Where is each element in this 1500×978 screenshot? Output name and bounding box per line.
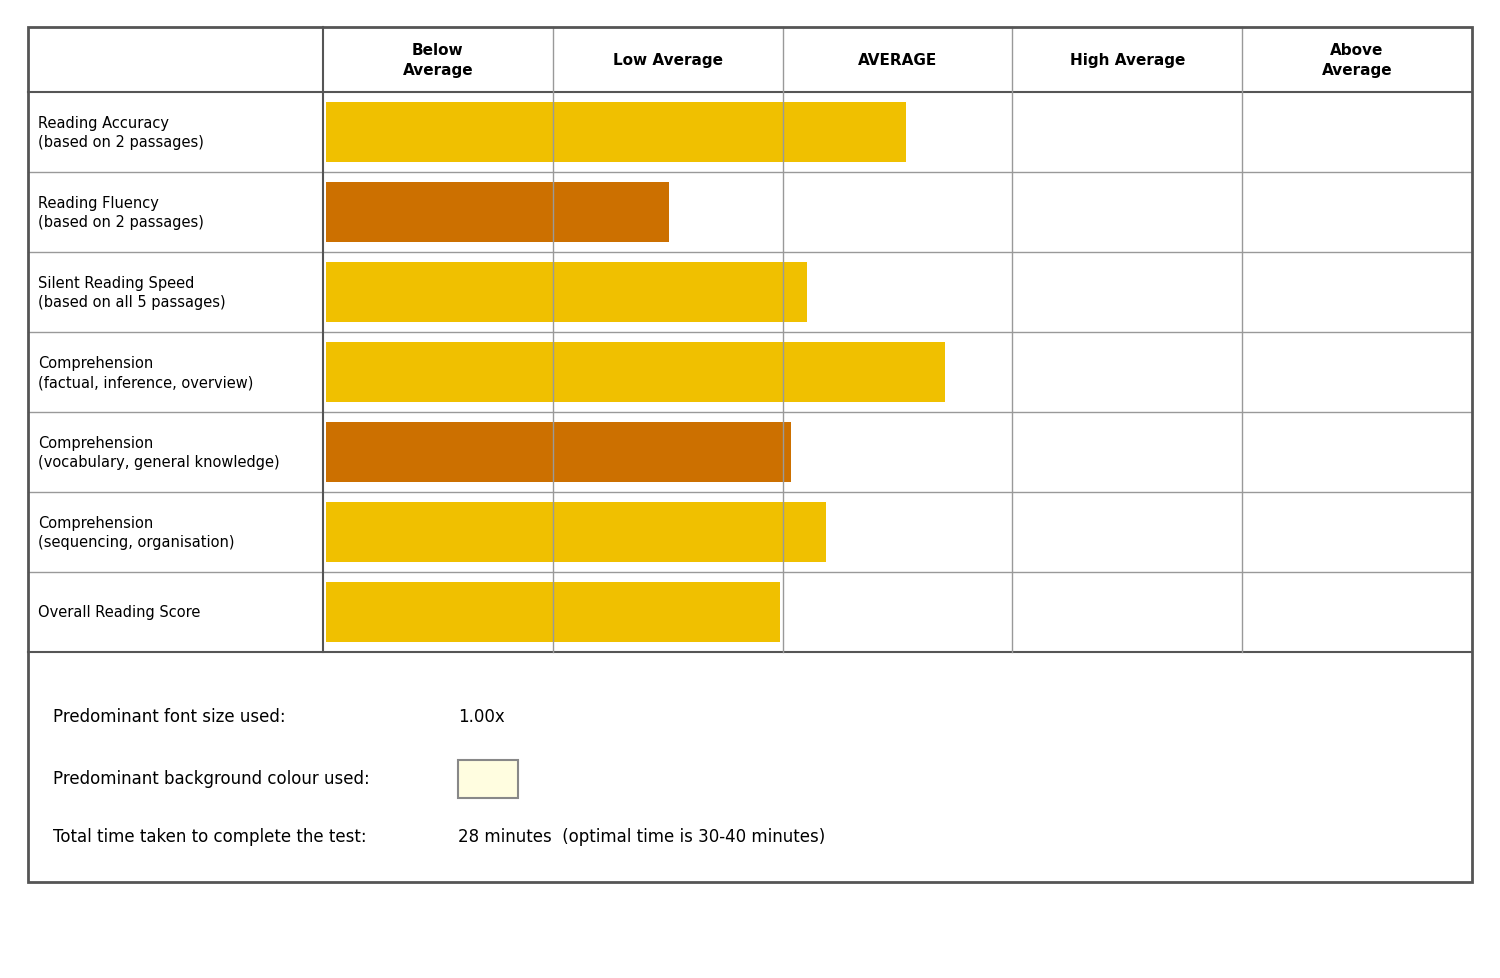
- Text: AVERAGE: AVERAGE: [858, 53, 938, 67]
- Text: 1.00x: 1.00x: [458, 708, 504, 726]
- Bar: [326, 342, 945, 403]
- Bar: [326, 263, 807, 323]
- Bar: [326, 103, 906, 162]
- Text: Total time taken to complete the test:: Total time taken to complete the test:: [53, 827, 366, 845]
- Bar: [326, 583, 780, 643]
- Bar: [326, 422, 790, 482]
- Bar: [28, 28, 1472, 882]
- Text: Comprehension
(sequencing, organisation): Comprehension (sequencing, organisation): [38, 515, 234, 550]
- Bar: [326, 503, 825, 562]
- Bar: [458, 760, 518, 798]
- Text: Comprehension
(vocabulary, general knowledge): Comprehension (vocabulary, general knowl…: [38, 435, 279, 469]
- Text: Above
Average: Above Average: [1322, 43, 1392, 78]
- Text: 28 minutes  (optimal time is 30-40 minutes): 28 minutes (optimal time is 30-40 minute…: [458, 827, 825, 845]
- Text: Predominant font size used:: Predominant font size used:: [53, 708, 285, 726]
- Text: Comprehension
(factual, inference, overview): Comprehension (factual, inference, overv…: [38, 355, 254, 390]
- Text: High Average: High Average: [1070, 53, 1185, 67]
- Text: Reading Fluency
(based on 2 passages): Reading Fluency (based on 2 passages): [38, 196, 204, 230]
- Text: Reading Accuracy
(based on 2 passages): Reading Accuracy (based on 2 passages): [38, 115, 204, 151]
- Text: Predominant background colour used:: Predominant background colour used:: [53, 770, 369, 787]
- Text: Low Average: Low Average: [612, 53, 723, 67]
- Bar: [326, 183, 669, 243]
- Text: Below
Average: Below Average: [402, 43, 472, 78]
- Text: Silent Reading Speed
(based on all 5 passages): Silent Reading Speed (based on all 5 pas…: [38, 276, 225, 310]
- Text: Overall Reading Score: Overall Reading Score: [38, 604, 201, 620]
